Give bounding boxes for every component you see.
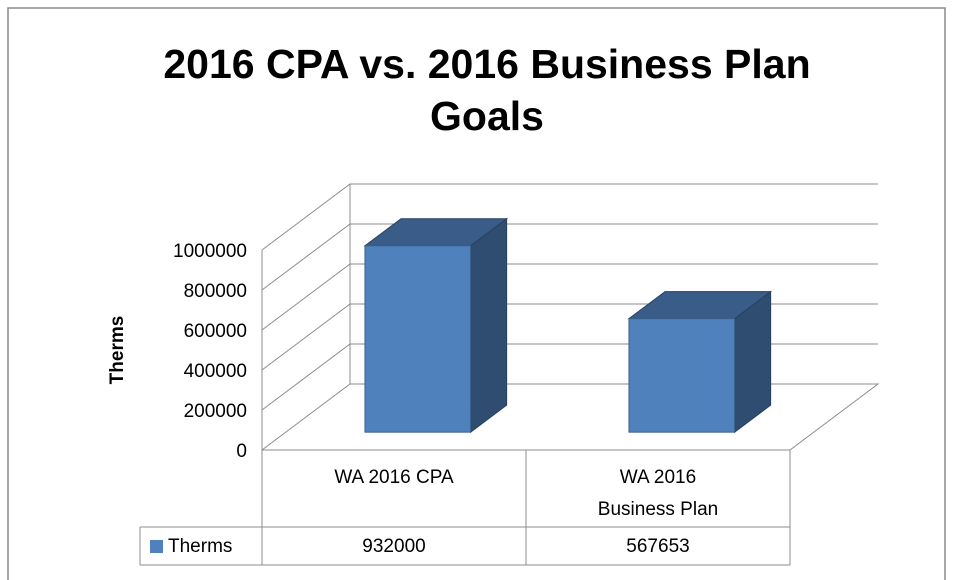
chart-title: 2016 CPA vs. 2016 Business Plan Goals — [163, 41, 811, 139]
grid-line — [261, 263, 878, 331]
grid-line — [261, 183, 878, 251]
y-tick-label: 200000 — [184, 401, 247, 422]
y-tick-label: 0 — [236, 441, 247, 462]
y-tick-label: 800000 — [184, 281, 247, 302]
legend-label: Therms — [168, 536, 232, 557]
floor — [262, 383, 880, 451]
y-tick-label: 600000 — [184, 321, 247, 342]
grid-line — [261, 223, 878, 291]
bar-front — [364, 245, 472, 433]
legend-swatch — [150, 540, 163, 553]
x-tick-label: WA 2016 Business Plan Goal — [597, 467, 719, 532]
bar-front — [628, 318, 736, 433]
grid-line — [261, 383, 878, 451]
table-value: 567653 — [626, 536, 689, 557]
bar — [627, 290, 773, 434]
y-tick-label: 1000000 — [173, 241, 247, 262]
y-axis-label: Therms — [107, 316, 128, 385]
y-tick-label: 400000 — [184, 361, 247, 382]
x-tick-label: WA 2016 CPA — [334, 467, 454, 488]
title-box: 2016 CPA vs. 2016 Business Plan Goals — [163, 41, 811, 139]
category-cell: WA 2016 Business Plan Goal — [597, 467, 719, 532]
chart-border — [7, 7, 946, 580]
category-cell: WA 2016 CPA — [334, 467, 454, 488]
bar — [363, 217, 509, 434]
grid-line — [261, 303, 878, 371]
bar-side — [470, 217, 508, 434]
table-value: 932000 — [362, 536, 425, 557]
grid-line — [261, 343, 878, 411]
